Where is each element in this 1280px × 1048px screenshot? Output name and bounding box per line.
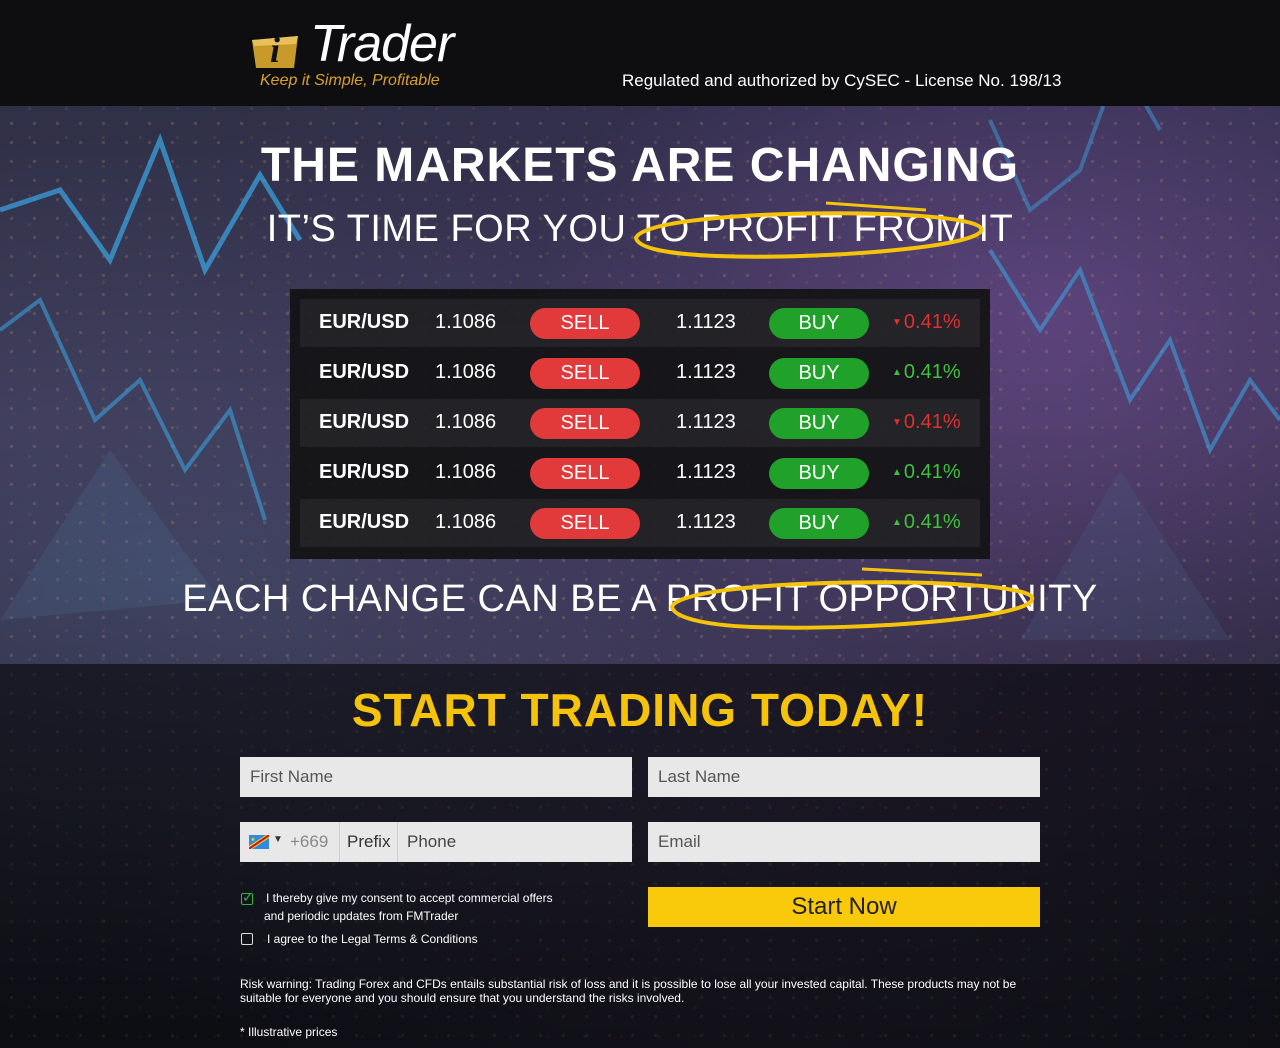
change-value: 0.41% bbox=[903, 411, 961, 433]
buy-button[interactable]: BUY bbox=[769, 458, 869, 489]
quotes-table: EUR/USD 1.1086 SELL 1.1123 BUY ▼ 0.41% EUR/USD 1… bbox=[290, 289, 990, 559]
ask-price: 1.1123 bbox=[676, 311, 736, 333]
arrow-up-icon: ▲ bbox=[892, 367, 902, 379]
price-change: ▼ 0.41% bbox=[892, 311, 961, 334]
currency-pair: EUR/USD bbox=[319, 461, 410, 483]
buy-button[interactable]: BUY bbox=[769, 358, 869, 389]
change-value: 0.41% bbox=[903, 461, 961, 483]
hero-tagline: EACH CHANGE CAN BE A PROFIT OPPORTUNITY bbox=[182, 578, 1098, 620]
terms-label: I agree to the Legal Terms & Conditions bbox=[267, 932, 478, 946]
consent-offers-line1: I thereby give my consent to accept comm… bbox=[266, 891, 553, 905]
buy-button[interactable]: BUY bbox=[769, 308, 869, 339]
chevron-down-icon: ▼ bbox=[273, 834, 283, 845]
phone-field-group: ▼ +669 Prefix bbox=[240, 822, 632, 862]
last-name-field[interactable] bbox=[648, 757, 1040, 797]
hero-title: THE MARKETS ARE CHANGING bbox=[260, 139, 1020, 192]
site-header: i Trader Keep it Simple, Profitable Regu… bbox=[0, 0, 1280, 106]
risk-warning: Risk warning: Trading Forex and CFDs ent… bbox=[240, 977, 1017, 1005]
terms-checkbox[interactable] bbox=[241, 933, 253, 945]
ask-price: 1.1123 bbox=[676, 511, 736, 533]
quote-row: EUR/USD 1.1086 SELL 1.1123 BUY ▲ 0.41% bbox=[300, 499, 980, 547]
phone-field[interactable] bbox=[399, 822, 632, 862]
logo-i-letter: i bbox=[270, 30, 280, 70]
bid-price: 1.1086 bbox=[435, 311, 497, 333]
buy-button[interactable]: BUY bbox=[769, 508, 869, 539]
bid-price: 1.1086 bbox=[435, 511, 497, 533]
change-value: 0.41% bbox=[903, 361, 961, 383]
change-value: 0.41% bbox=[903, 511, 961, 533]
check-icon: ✓ bbox=[242, 889, 254, 905]
ask-price: 1.1123 bbox=[676, 361, 736, 383]
quote-row: EUR/USD 1.1086 SELL 1.1123 BUY ▲ 0.41% bbox=[300, 349, 980, 397]
sell-button[interactable]: SELL bbox=[530, 408, 640, 439]
first-name-field[interactable] bbox=[240, 757, 632, 797]
currency-pair: EUR/USD bbox=[319, 361, 410, 383]
sell-button[interactable]: SELL bbox=[530, 508, 640, 539]
price-change: ▲ 0.41% bbox=[892, 361, 961, 384]
price-change: ▲ 0.41% bbox=[892, 511, 961, 534]
bid-price: 1.1086 bbox=[435, 461, 497, 483]
arrow-down-icon: ▼ bbox=[892, 417, 902, 429]
ask-price: 1.1123 bbox=[676, 461, 736, 483]
bid-price: 1.1086 bbox=[435, 361, 497, 383]
currency-pair: EUR/USD bbox=[319, 511, 410, 533]
country-flag-icon bbox=[249, 835, 269, 849]
consent-offers-checkbox[interactable]: ✓ bbox=[241, 889, 254, 905]
price-change: ▼ 0.41% bbox=[892, 411, 961, 434]
ask-price: 1.1123 bbox=[676, 411, 736, 433]
currency-pair: EUR/USD bbox=[319, 411, 410, 433]
highlight-ellipse-icon bbox=[669, 567, 1035, 630]
phone-prefix[interactable]: Prefix bbox=[340, 822, 398, 862]
illustrative-prices-note: * Illustrative prices bbox=[240, 1025, 338, 1039]
quote-row: EUR/USD 1.1086 SELL 1.1123 BUY ▼ 0.41% bbox=[300, 399, 980, 447]
quote-row: EUR/USD 1.1086 SELL 1.1123 BUY ▲ 0.41% bbox=[300, 449, 980, 497]
buy-button[interactable]: BUY bbox=[769, 408, 869, 439]
regulation-notice: Regulated and authorized by CySEC - Lice… bbox=[622, 71, 1062, 90]
currency-pair: EUR/USD bbox=[319, 311, 410, 333]
signup-heading: START TRADING TODAY! bbox=[351, 684, 929, 736]
consent-offers-label: I thereby give my consent to accept comm… bbox=[264, 889, 553, 925]
start-now-button[interactable]: Start Now bbox=[648, 887, 1040, 927]
signup-panel bbox=[0, 664, 1280, 1048]
price-change: ▲ 0.41% bbox=[892, 461, 961, 484]
arrow-down-icon: ▼ bbox=[892, 317, 902, 329]
logo[interactable]: i Trader Keep it Simple, Profitable bbox=[248, 18, 468, 98]
bid-price: 1.1086 bbox=[435, 411, 497, 433]
logo-tagline: Keep it Simple, Profitable bbox=[260, 72, 440, 89]
arrow-up-icon: ▲ bbox=[892, 517, 902, 529]
logo-wordmark: Trader bbox=[310, 15, 454, 73]
dial-code: +669 bbox=[290, 832, 329, 851]
logo-badge-icon: i bbox=[252, 30, 298, 70]
highlight-ellipse-icon bbox=[633, 201, 984, 259]
sell-button[interactable]: SELL bbox=[530, 308, 640, 339]
consent-offers-line2: and periodic updates from FMTrader bbox=[264, 909, 459, 923]
country-code-select[interactable]: ▼ +669 bbox=[240, 822, 340, 862]
email-field[interactable] bbox=[648, 822, 1040, 862]
sell-button[interactable]: SELL bbox=[530, 458, 640, 489]
quote-row: EUR/USD 1.1086 SELL 1.1123 BUY ▼ 0.41% bbox=[300, 299, 980, 347]
sell-button[interactable]: SELL bbox=[530, 358, 640, 389]
arrow-up-icon: ▲ bbox=[892, 467, 902, 479]
change-value: 0.41% bbox=[903, 311, 961, 333]
